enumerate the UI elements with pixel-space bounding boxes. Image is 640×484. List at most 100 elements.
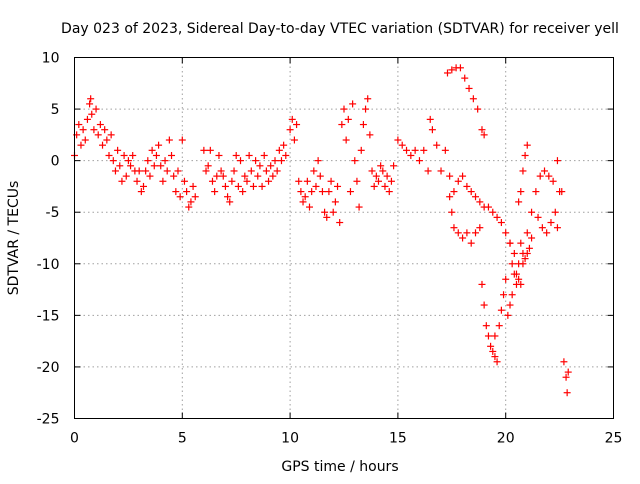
data-point: [517, 239, 525, 247]
data-point: [252, 157, 260, 165]
data-point: [316, 172, 324, 180]
data-point: [232, 151, 240, 159]
data-point: [381, 182, 389, 190]
data-point: [454, 229, 462, 237]
data-point: [497, 219, 505, 227]
data-point: [288, 115, 296, 123]
data-point: [120, 151, 128, 159]
data-point: [206, 146, 214, 154]
data-point: [394, 136, 402, 144]
data-point: [411, 146, 419, 154]
data-point: [478, 126, 486, 134]
y-tick-label: -20: [37, 360, 60, 376]
data-point: [334, 182, 342, 190]
data-point: [547, 219, 555, 227]
data-point: [493, 358, 501, 366]
data-point: [221, 182, 229, 190]
data-point: [168, 151, 176, 159]
data-point: [124, 157, 132, 165]
data-point: [323, 213, 331, 221]
data-point: [174, 167, 182, 175]
data-point: [260, 151, 268, 159]
data-point: [165, 136, 173, 144]
data-point: [543, 229, 551, 237]
data-point: [454, 177, 462, 185]
data-point: [183, 188, 191, 196]
data-point: [275, 146, 283, 154]
data-point: [243, 177, 251, 185]
data-point: [484, 332, 492, 340]
data-point: [295, 177, 303, 185]
data-point: [342, 136, 350, 144]
data-point: [377, 162, 385, 170]
y-tick-label: 10: [42, 51, 60, 67]
data-point: [351, 157, 359, 165]
data-point: [523, 249, 531, 257]
data-point: [489, 208, 497, 216]
data-point: [467, 188, 475, 196]
data-point: [282, 151, 290, 159]
data-point: [403, 146, 411, 154]
data-point: [211, 188, 219, 196]
data-point: [456, 64, 464, 72]
data-point: [187, 198, 195, 206]
data-point: [170, 172, 178, 180]
data-point: [109, 157, 117, 165]
data-point: [398, 141, 406, 149]
data-point: [502, 275, 510, 283]
data-point: [564, 368, 572, 376]
data-point: [161, 157, 169, 165]
data-point: [528, 208, 536, 216]
data-point: [114, 146, 122, 154]
data-point: [111, 167, 119, 175]
data-point: [346, 188, 354, 196]
data-point: [362, 105, 370, 113]
data-point: [155, 141, 163, 149]
data-point: [491, 332, 499, 340]
data-point: [476, 224, 484, 232]
data-point: [293, 121, 301, 129]
data-point: [265, 177, 273, 185]
data-point: [103, 136, 111, 144]
data-point: [144, 157, 152, 165]
data-point: [484, 203, 492, 211]
data-point: [267, 162, 275, 170]
data-point: [217, 167, 225, 175]
data-point: [118, 177, 126, 185]
data-point: [415, 157, 423, 165]
data-point: [545, 172, 553, 180]
data-point: [390, 162, 398, 170]
data-point: [314, 157, 322, 165]
data-point: [215, 151, 223, 159]
data-point: [353, 177, 361, 185]
data-point: [146, 172, 154, 180]
data-point: [159, 177, 167, 185]
data-point: [90, 126, 98, 134]
data-point: [180, 177, 188, 185]
data-point: [105, 151, 113, 159]
data-point: [465, 84, 473, 92]
data-point: [107, 131, 115, 139]
data-point: [303, 177, 311, 185]
data-point: [521, 255, 529, 263]
data-point: [562, 373, 570, 381]
data-point: [77, 141, 85, 149]
data-point: [495, 322, 503, 330]
data-point: [327, 177, 335, 185]
data-point: [88, 110, 96, 118]
data-point: [321, 208, 329, 216]
data-point: [448, 66, 456, 74]
data-point: [340, 105, 348, 113]
data-point: [133, 177, 141, 185]
data-point: [515, 275, 523, 283]
data-point: [424, 167, 432, 175]
x-tick-label: 25: [605, 431, 623, 447]
data-point: [230, 167, 238, 175]
data-point: [459, 172, 467, 180]
data-point: [472, 229, 480, 237]
data-point: [355, 203, 363, 211]
data-point: [310, 167, 318, 175]
x-tick-label: 0: [70, 431, 79, 447]
data-point: [463, 229, 471, 237]
